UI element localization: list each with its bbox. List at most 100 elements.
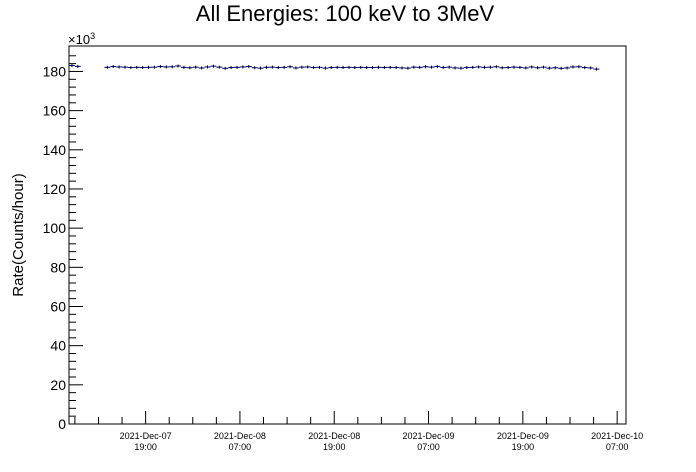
y-tick-label: 160 [43, 103, 67, 119]
data-point [434, 65, 441, 69]
data-point [387, 65, 394, 69]
data-point [410, 65, 417, 69]
data-point [180, 65, 187, 69]
y-tick-label: 140 [43, 142, 67, 158]
data-point [169, 65, 176, 69]
x-tick-time: 19:00 [134, 442, 157, 452]
data-point [416, 65, 423, 69]
data-point [540, 65, 547, 69]
data-point [546, 66, 553, 70]
data-point [534, 66, 541, 70]
data-point [263, 65, 270, 69]
x-tick-date: 2021-Dec-10 [591, 431, 643, 441]
data-point [570, 65, 576, 69]
data-point [204, 65, 211, 69]
data-point [340, 66, 347, 70]
data-point [581, 66, 588, 70]
data-point [505, 66, 512, 70]
x-tick-time: 19:00 [512, 442, 535, 452]
data-point [463, 66, 470, 70]
data-point [381, 66, 388, 70]
data-point [458, 66, 464, 70]
data-point [292, 66, 299, 70]
data-point [198, 66, 205, 70]
y-tick-label: 20 [50, 377, 66, 393]
data-point [558, 66, 565, 70]
data-point [275, 66, 282, 70]
data-point [310, 66, 317, 70]
data-point [222, 66, 229, 70]
data-point [110, 65, 117, 69]
data-point [245, 65, 252, 69]
data-point [163, 65, 170, 69]
data-point [216, 65, 223, 69]
data-point [475, 65, 482, 69]
x-tick-date: 2021-Dec-07 [120, 431, 172, 441]
data-point [251, 66, 258, 70]
y-tick-label: 100 [43, 220, 67, 236]
data-point [446, 65, 453, 69]
data-point [357, 65, 364, 69]
data-point [228, 66, 235, 70]
data-point [122, 65, 128, 69]
data-point [452, 66, 459, 70]
data-point [363, 66, 370, 70]
data-point [269, 65, 276, 69]
y-tick-label: 180 [43, 63, 67, 79]
y-multiplier: ×103 [68, 31, 95, 47]
data-point [316, 65, 323, 69]
y-tick-label: 40 [50, 338, 66, 354]
data-point [351, 66, 358, 70]
data-point [139, 66, 146, 70]
data-point [564, 66, 571, 70]
data-point [593, 67, 600, 71]
data-point [116, 65, 123, 69]
data-point [399, 66, 405, 70]
data-point [440, 66, 447, 70]
data-point [516, 65, 523, 69]
data-point [499, 66, 506, 70]
y-axis: 0 20 40 60 80 100 120 140 160 180 [43, 55, 83, 432]
x-tick-time: 07:00 [606, 442, 629, 452]
data-point [375, 65, 382, 69]
data-point [404, 66, 411, 70]
data-point [157, 65, 164, 69]
x-tick-time: 07:00 [417, 442, 440, 452]
data-point [369, 66, 376, 70]
data-point [104, 65, 111, 69]
x-tick-date: 2021-Dec-08 [214, 431, 266, 441]
y-tick-label: 120 [43, 181, 67, 197]
data-point [298, 65, 305, 69]
data-point [481, 65, 488, 69]
x-axis: 2021-Dec-0719:002021-Dec-0807:002021-Dec… [74, 411, 643, 452]
data-point [522, 66, 529, 70]
y-tick-label: 80 [50, 259, 66, 275]
data-point [234, 65, 240, 69]
data-point [393, 66, 400, 70]
data-point [528, 65, 535, 69]
x-tick-date: 2021-Dec-09 [497, 431, 549, 441]
data-point [334, 65, 341, 69]
data-point [322, 66, 329, 70]
data-point [239, 65, 246, 69]
x-tick-date: 2021-Dec-09 [403, 431, 455, 441]
data-point [192, 65, 199, 69]
x-tick-date: 2021-Dec-08 [308, 431, 360, 441]
data-point [145, 65, 152, 69]
data-point [257, 66, 264, 70]
data-point [281, 65, 288, 69]
data-point [186, 66, 193, 70]
data-point [493, 65, 500, 69]
data-point [422, 65, 429, 69]
data-point [210, 64, 217, 68]
data-point [346, 65, 352, 69]
data-point [487, 65, 494, 69]
x-tick-time: 19:00 [323, 442, 346, 452]
data-point [304, 65, 311, 69]
y-tick-label: 0 [58, 416, 66, 432]
data-series [69, 64, 600, 71]
data-point [587, 66, 594, 70]
data-point [511, 65, 517, 69]
data-point [428, 65, 435, 69]
